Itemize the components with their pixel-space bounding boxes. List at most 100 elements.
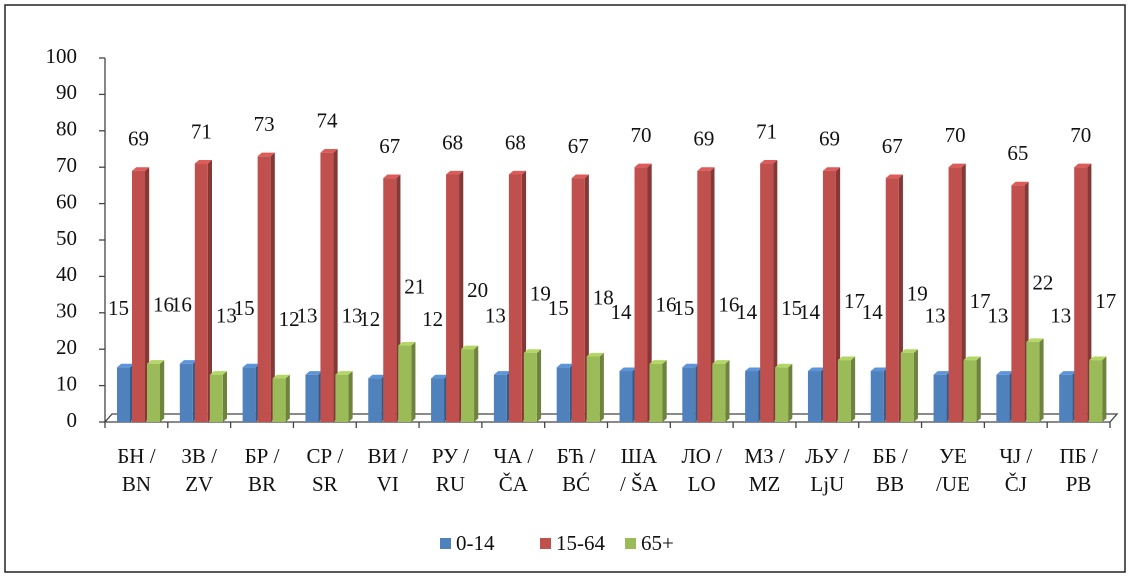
bar [209, 374, 223, 422]
data-label: 69 [693, 127, 714, 151]
bar-top [242, 363, 260, 368]
bar-top [697, 167, 715, 171]
bar-side [1039, 338, 1044, 422]
bar-top [837, 356, 856, 361]
bar [398, 345, 412, 422]
bar [556, 367, 570, 422]
bar [948, 167, 962, 422]
bar-top [431, 374, 449, 379]
bar-top [320, 149, 338, 153]
bar [649, 363, 663, 422]
bar [335, 374, 349, 422]
bar [132, 170, 145, 422]
data-label: 68 [505, 130, 526, 154]
data-label: 13 [485, 303, 506, 327]
bar [117, 367, 130, 422]
bar-top [508, 170, 527, 175]
bar-top [461, 345, 479, 350]
data-label: 70 [631, 123, 652, 147]
bar [900, 352, 914, 422]
bar-side [285, 374, 290, 422]
x-tick-label: LO [688, 472, 716, 496]
bar [523, 352, 537, 422]
bar-top [1026, 338, 1044, 342]
data-label: 16 [718, 293, 739, 317]
x-tick-label: ČA [499, 472, 529, 496]
x-tick-label: VI [377, 472, 399, 496]
x-tick-label: BR [248, 472, 276, 496]
bar [775, 367, 789, 422]
bar [1089, 360, 1103, 422]
bar-top [1059, 371, 1077, 375]
data-label: 22 [1032, 271, 1053, 295]
bar [571, 178, 585, 422]
data-label: 69 [819, 127, 840, 151]
y-tick-label: 60 [56, 189, 77, 213]
y-tick-label: 80 [56, 117, 77, 141]
bar [586, 356, 600, 422]
bar [745, 371, 759, 422]
bar-top [117, 363, 135, 368]
x-tick-label: RU [436, 472, 465, 496]
x-tick-label: БЋ / [557, 444, 596, 468]
bar-top [619, 367, 637, 372]
chart-frame [4, 4, 1126, 573]
x-tick-label: ЗВ / [181, 444, 217, 468]
y-tick-label: 70 [56, 153, 77, 177]
bar-top [523, 349, 542, 353]
x-tick-label: МЗ / [744, 444, 784, 468]
x-tick-label: /UE [936, 472, 970, 496]
x-tick-label: ZV [185, 472, 213, 496]
bar-top [132, 167, 150, 171]
data-label: 73 [254, 112, 275, 136]
data-label: 13 [1050, 303, 1071, 327]
bar-top [398, 341, 416, 346]
bar-side [662, 360, 667, 422]
bar-side [773, 159, 778, 422]
x-tick-label: BN [122, 472, 151, 496]
bar-side [1087, 163, 1092, 422]
bar-top [383, 174, 401, 179]
data-label: 12 [359, 307, 380, 331]
data-label: 17 [844, 289, 865, 313]
bar-top [493, 371, 512, 375]
bar-side [270, 152, 275, 422]
x-tick-label: ША [621, 444, 658, 468]
bar [963, 360, 977, 422]
bar-side [788, 363, 793, 422]
y-tick-label: 90 [56, 80, 77, 104]
bar [870, 371, 884, 422]
bar [493, 374, 507, 422]
bar-side [647, 163, 652, 422]
data-label: 14 [799, 300, 821, 324]
data-label: 74 [316, 108, 338, 132]
bar [508, 174, 522, 422]
x-tick-label: ЉУ / [805, 444, 849, 468]
bar [885, 178, 899, 422]
y-tick-label: 100 [46, 44, 78, 68]
bar-top [368, 374, 386, 379]
bar [383, 178, 397, 422]
bar-top [745, 367, 763, 372]
bar-side [725, 360, 730, 422]
bar [1074, 167, 1088, 422]
bar-top [775, 363, 793, 368]
x-tick-label: ČJ [1005, 472, 1027, 496]
bar [807, 371, 821, 422]
bar-top [335, 371, 353, 375]
x-tick-label: ЛО / [681, 444, 722, 468]
data-label: 12 [279, 307, 300, 331]
bar-top [996, 371, 1014, 375]
x-tick-label: SR [312, 472, 338, 496]
bar-top [272, 374, 290, 379]
data-label: 71 [756, 119, 777, 143]
legend-swatch [625, 538, 636, 549]
data-label: 15 [108, 296, 129, 320]
bar-top [1011, 181, 1029, 186]
bar-top [1074, 163, 1092, 168]
bar [1026, 341, 1040, 422]
data-label: 15 [781, 296, 802, 320]
bar [760, 163, 774, 422]
data-label: 14 [736, 300, 758, 324]
